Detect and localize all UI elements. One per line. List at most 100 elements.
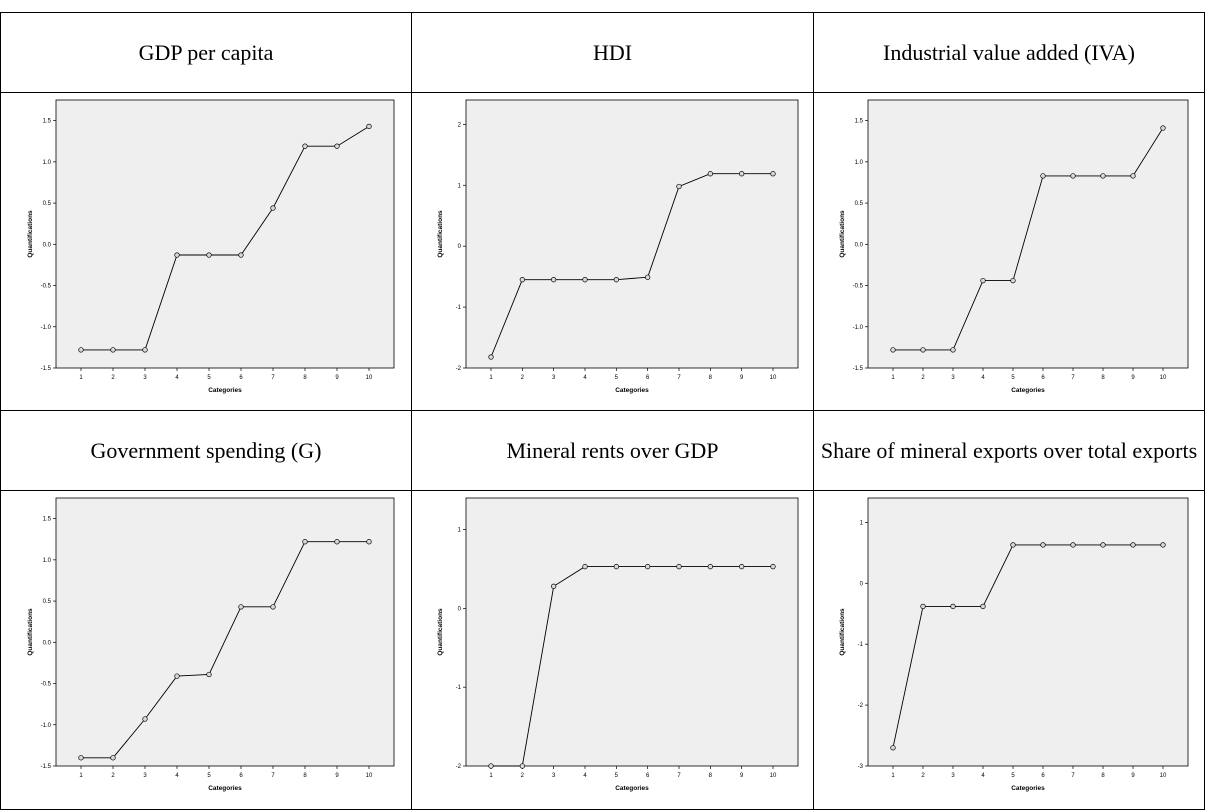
plot-area: [465, 99, 799, 369]
data-point: [1100, 542, 1106, 548]
data-point: [645, 563, 651, 570]
x-tick-label: 1: [489, 375, 493, 381]
data-point: [519, 277, 525, 283]
data-point: [1100, 173, 1106, 179]
y-tick-label: -1.5: [41, 366, 52, 372]
y-axis-title: Quantifications: [27, 210, 34, 258]
x-tick-label: 10: [366, 773, 373, 779]
data-point: [78, 755, 84, 761]
data-point: [174, 252, 180, 258]
x-tick-label: 5: [615, 375, 619, 381]
y-tick-label: -3: [858, 764, 864, 770]
data-point: [582, 277, 588, 283]
table-rule-row3: [0, 490, 1205, 491]
x-axis-title: Categories: [208, 387, 242, 394]
data-point: [920, 603, 926, 610]
data-point: [980, 277, 986, 284]
x-axis-title: Categories: [1011, 387, 1045, 394]
y-tick-label: 1: [458, 183, 462, 189]
x-tick-label: 10: [770, 773, 777, 779]
data-point: [1010, 542, 1016, 548]
panel-title: Mineral rents over GDP: [506, 437, 719, 463]
data-point: [676, 563, 682, 570]
y-tick-label: -0.5: [41, 682, 52, 688]
y-tick-label: 1.5: [43, 517, 52, 523]
data-point: [238, 604, 244, 610]
y-tick-label: -1: [858, 642, 864, 648]
x-tick-label: 5: [207, 773, 211, 779]
data-point: [890, 745, 896, 751]
y-tick-label: 0: [458, 606, 462, 612]
y-tick-label: 0.0: [43, 242, 52, 248]
data-point: [302, 539, 308, 545]
x-tick-label: 9: [740, 773, 744, 779]
y-tick-label: -2: [858, 703, 864, 709]
x-tick-label: 7: [677, 773, 681, 779]
plot-area: [55, 497, 395, 767]
x-tick-label: 1: [489, 773, 493, 779]
data-point: [206, 252, 212, 258]
panel-title: HDI: [592, 39, 633, 65]
y-tick-label: -1: [456, 685, 462, 691]
series-line: [491, 566, 773, 767]
panel-title: Government spending (G): [90, 437, 322, 463]
x-tick-label: 8: [303, 375, 307, 381]
series-line: [892, 544, 1163, 748]
x-tick-label: 8: [709, 773, 713, 779]
x-tick-label: 3: [951, 773, 955, 779]
x-tick-label: 7: [271, 773, 275, 779]
data-point: [174, 673, 180, 679]
panel-title: Share of mineral exports over total expo…: [820, 437, 1198, 463]
data-point: [366, 539, 372, 545]
x-tick-label: 8: [1101, 375, 1105, 381]
y-tick-label: 0.0: [855, 242, 864, 248]
data-point: [950, 603, 956, 610]
x-tick-label: 2: [521, 375, 525, 381]
data-point: [739, 171, 745, 177]
y-tick-label: -1.0: [853, 325, 864, 331]
y-tick-label: -2: [456, 366, 462, 372]
series-line: [81, 126, 370, 351]
data-point: [78, 347, 84, 353]
y-tick-label: -0.5: [853, 284, 864, 290]
series-line: [893, 127, 1164, 351]
y-tick-label: 0.0: [43, 640, 52, 646]
x-tick-label: 6: [646, 375, 650, 381]
x-tick-label: 5: [207, 375, 211, 381]
x-tick-label: 2: [521, 773, 525, 779]
data-point: [142, 347, 148, 353]
chart-mineral-exports-share: -3 -2 -1 0 1 1 2 3 4 5 6 7 8 9 10 Categories Quantificat…: [839, 497, 1189, 792]
x-tick-label: 6: [1041, 773, 1045, 779]
data-point: [519, 763, 525, 769]
data-point: [110, 347, 116, 353]
y-tick-label: 0.5: [43, 201, 52, 207]
x-tick-label: 3: [552, 773, 556, 779]
x-tick-label: 4: [175, 375, 179, 381]
data-point: [551, 583, 557, 589]
y-tick-label: 0: [458, 244, 462, 250]
chart-government-spending: -1.5 -1.0 -0.5 0.0 0.5 1.0 1.5 1 2 3 4 5 6 7 8 9 10 Categ…: [27, 497, 395, 792]
x-tick-label: 10: [1160, 375, 1167, 381]
y-tick-label: -1.0: [41, 325, 52, 331]
x-tick-label: 5: [1011, 375, 1015, 381]
table-rule-row1: [0, 92, 1205, 93]
chart-mineral-rents: -2 -1 0 1 1 2 3 4 5 6 7 8 9 10 Categories Quantificatio…: [437, 497, 799, 792]
x-tick-label: 9: [1131, 375, 1135, 381]
data-point: [488, 763, 494, 769]
x-tick-label: 2: [921, 375, 925, 381]
x-tick-label: 9: [1131, 773, 1135, 779]
x-tick-label: 10: [770, 375, 777, 381]
data-point: [270, 205, 276, 211]
series-line: [81, 541, 369, 759]
x-axis-title: Categories: [615, 387, 649, 394]
x-tick-label: 2: [921, 773, 925, 779]
data-point: [334, 539, 340, 545]
x-tick-label: 3: [143, 375, 147, 381]
x-tick-label: 8: [1101, 773, 1105, 779]
data-point: [770, 563, 776, 570]
x-tick-label: 6: [646, 773, 650, 779]
x-tick-label: 2: [111, 375, 115, 381]
data-point: [676, 183, 682, 190]
data-point: [980, 603, 986, 610]
